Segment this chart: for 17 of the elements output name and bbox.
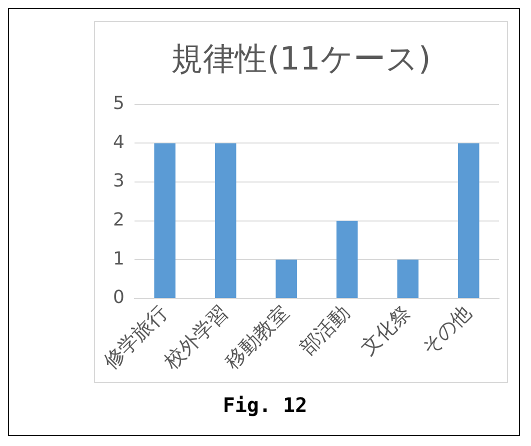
- bar: [214, 143, 236, 298]
- y-tick-label: 4: [113, 132, 124, 153]
- bar: [154, 143, 176, 298]
- bar: [397, 260, 418, 298]
- y-tick-label: 2: [113, 210, 124, 231]
- x-tick-label: 部活動: [294, 300, 354, 360]
- y-tick-label: 1: [113, 248, 124, 270]
- y-tick-label: 3: [113, 170, 124, 192]
- x-tick-label: 文化祭: [356, 300, 416, 360]
- y-tick-label: 5: [113, 93, 124, 114]
- y-tick-label: 0: [113, 287, 124, 308]
- chart-title: 規律性(11ケース): [171, 40, 431, 78]
- bar: [276, 260, 297, 298]
- x-tick-label: その他: [416, 300, 476, 360]
- caption: Fig. 12: [222, 393, 308, 417]
- bar: [336, 220, 358, 298]
- bar: [458, 143, 480, 298]
